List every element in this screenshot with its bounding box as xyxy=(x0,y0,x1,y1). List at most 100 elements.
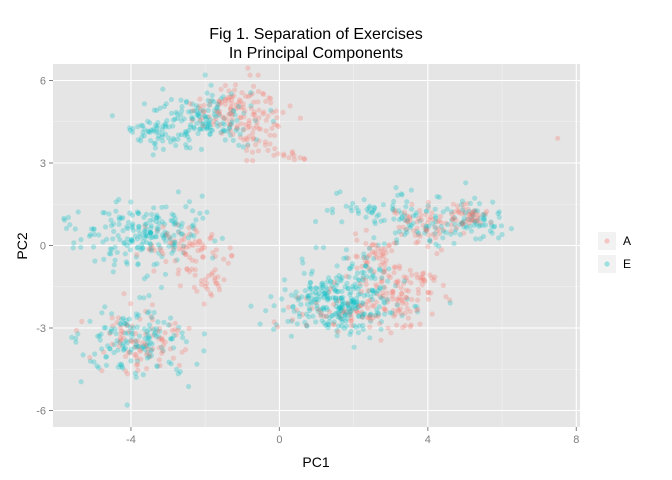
point-e xyxy=(65,214,71,220)
point-e xyxy=(440,235,446,241)
point-e xyxy=(91,359,97,365)
point-e xyxy=(390,206,396,212)
point-a xyxy=(384,290,390,296)
point-e xyxy=(356,277,362,283)
point-e xyxy=(207,102,213,108)
point-a xyxy=(409,272,415,278)
point-e xyxy=(152,140,158,147)
point-e xyxy=(168,217,174,223)
point-e xyxy=(426,238,433,244)
point-e xyxy=(320,288,326,294)
point-a xyxy=(407,215,413,221)
point-a xyxy=(412,232,418,238)
point-e xyxy=(118,361,125,367)
point-e xyxy=(127,324,133,330)
point-a xyxy=(275,324,281,330)
point-e xyxy=(315,297,322,303)
point-e xyxy=(149,211,155,218)
point-e xyxy=(314,306,320,312)
point-a xyxy=(229,110,235,116)
point-e xyxy=(434,194,440,200)
point-e xyxy=(317,285,323,291)
point-e xyxy=(344,316,350,322)
point-a xyxy=(422,226,428,232)
point-e xyxy=(169,218,176,224)
legend: A E xyxy=(598,232,631,273)
point-a xyxy=(246,117,252,124)
point-e xyxy=(436,194,442,200)
point-e xyxy=(96,232,102,238)
point-e xyxy=(335,323,342,329)
point-e xyxy=(373,312,379,318)
point-a xyxy=(353,253,359,259)
point-e xyxy=(107,346,113,352)
point-e xyxy=(350,300,356,306)
point-a xyxy=(186,269,192,275)
point-a xyxy=(379,276,385,282)
point-e xyxy=(345,301,351,308)
point-e xyxy=(88,226,95,232)
point-a xyxy=(426,216,432,222)
point-e xyxy=(345,285,351,291)
point-e xyxy=(322,290,328,296)
y-tick-label: -3 xyxy=(36,323,46,335)
point-e xyxy=(197,210,203,216)
point-e xyxy=(334,328,340,334)
point-e xyxy=(157,105,163,111)
point-e xyxy=(290,304,296,310)
point-a xyxy=(162,330,168,336)
point-a xyxy=(171,238,178,244)
point-a xyxy=(228,106,234,112)
point-e xyxy=(111,349,117,356)
point-e xyxy=(178,97,184,103)
point-e xyxy=(210,255,216,261)
point-e xyxy=(371,207,377,213)
point-a xyxy=(335,298,341,304)
point-e xyxy=(149,234,156,240)
point-a xyxy=(146,246,152,252)
point-a xyxy=(466,212,472,218)
point-a xyxy=(313,300,319,306)
point-e xyxy=(136,333,143,339)
point-a xyxy=(381,270,387,276)
point-a xyxy=(184,266,190,272)
point-e xyxy=(233,127,239,133)
point-a xyxy=(236,100,242,106)
point-a xyxy=(384,296,390,302)
point-e xyxy=(158,284,165,291)
point-a xyxy=(408,280,414,286)
point-a xyxy=(365,254,371,260)
legend-label-a: A xyxy=(623,234,631,248)
point-e xyxy=(154,212,160,218)
point-e xyxy=(448,231,454,237)
point-a xyxy=(461,206,467,212)
point-e xyxy=(124,243,130,249)
point-e xyxy=(138,122,144,128)
point-a xyxy=(380,251,386,257)
x-axis-title: PC1 xyxy=(302,454,329,470)
point-e xyxy=(227,124,233,130)
point-e xyxy=(163,204,169,210)
point-e xyxy=(487,228,493,234)
point-e xyxy=(368,318,374,324)
point-e xyxy=(334,289,340,295)
point-a xyxy=(262,142,268,148)
point-a xyxy=(328,285,334,292)
point-e xyxy=(178,118,184,124)
point-a xyxy=(408,322,414,328)
point-e xyxy=(293,289,299,295)
point-a xyxy=(285,304,291,310)
point-e xyxy=(325,275,332,281)
point-a xyxy=(178,237,184,243)
point-e xyxy=(194,112,200,118)
point-a xyxy=(370,241,376,248)
point-a xyxy=(238,114,244,121)
point-a xyxy=(404,218,410,224)
point-e xyxy=(130,227,136,233)
point-a xyxy=(221,277,227,283)
point-a xyxy=(425,296,431,302)
point-a xyxy=(209,271,215,277)
point-e xyxy=(86,233,93,239)
point-e xyxy=(399,313,405,319)
